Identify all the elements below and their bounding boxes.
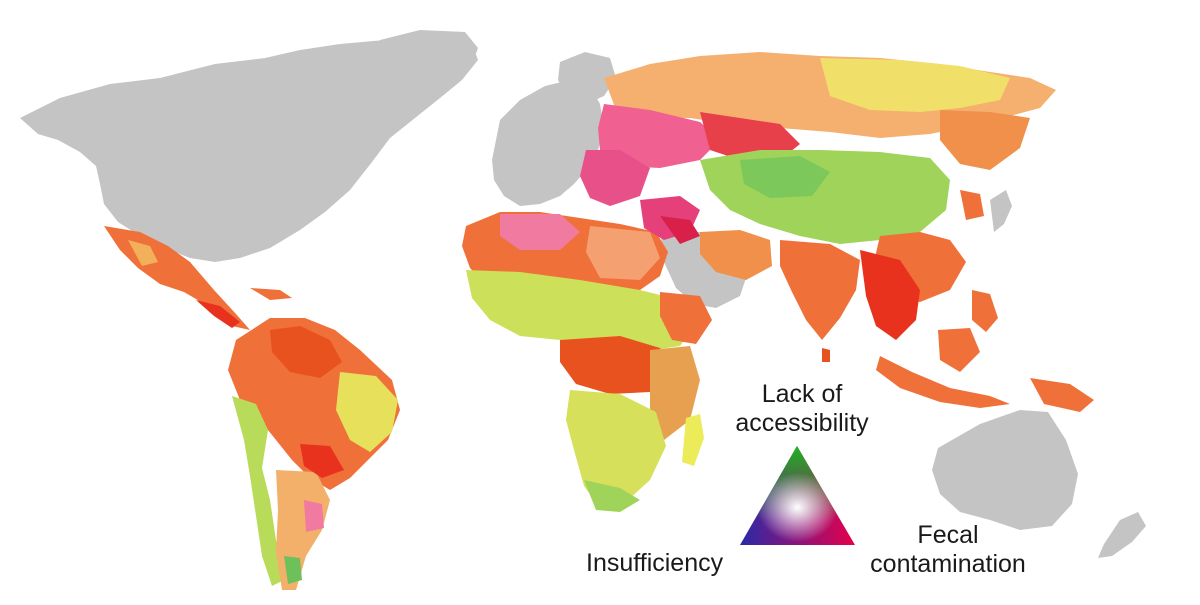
region-south-america-north — [228, 318, 400, 490]
region-russia-pink — [598, 104, 720, 168]
region-sri-lanka — [822, 348, 830, 362]
legend-triangle-white-center — [740, 446, 855, 545]
legend-label-insufficiency-text: Insufficiency — [586, 549, 724, 577]
region-andes — [232, 396, 284, 586]
legend-label-fecal-line1: Fecal — [917, 521, 979, 549]
region-horn — [660, 292, 712, 344]
data-regions — [104, 52, 1094, 590]
legend-label-lack-of-accessibility: Lack of accessibility — [722, 380, 882, 438]
region-amazon-red — [270, 326, 342, 378]
japan-land — [990, 190, 1012, 232]
region-central-asia — [700, 150, 950, 244]
region-korea — [960, 190, 984, 220]
region-kazakh-green — [740, 156, 830, 198]
region-south-cone — [276, 470, 330, 590]
region-mexico-yellow — [128, 240, 158, 266]
region-indochina — [860, 250, 920, 340]
region-argentina-pink — [304, 500, 324, 532]
region-central-america — [196, 300, 240, 328]
region-siberia-yellow — [820, 58, 1010, 112]
region-maghreb-pink — [500, 214, 580, 250]
north-america-land — [20, 36, 478, 262]
legend-label-insufficiency: Insufficiency — [586, 549, 723, 578]
australia-land — [932, 410, 1078, 530]
region-eastern-europe — [580, 150, 650, 206]
region-madagascar — [682, 414, 704, 466]
region-far-east-salmon — [940, 110, 1030, 170]
legend-triangle — [740, 446, 855, 545]
region-iran-salmon — [700, 230, 772, 280]
region-paraguay-red — [300, 444, 344, 478]
region-south-africa-green — [584, 480, 640, 512]
new-zealand-land — [1098, 512, 1146, 558]
region-caribbean — [250, 288, 292, 300]
region-sahara-salmon — [586, 226, 660, 280]
legend-label-accessibility-line1: Lack of — [761, 380, 843, 408]
region-patagonia-green — [284, 556, 302, 584]
region-sahel — [466, 270, 700, 352]
region-central-africa — [560, 336, 676, 394]
no-data-land — [20, 30, 1146, 558]
legend-label-fecal-line2: contamination — [870, 550, 1026, 578]
legend-label-accessibility-line2: accessibility — [735, 409, 869, 437]
region-new-guinea — [1030, 378, 1094, 412]
region-sumatra-java — [876, 356, 1010, 408]
region-southern-africa — [566, 390, 666, 508]
western-europe-land — [492, 80, 604, 206]
region-borneo — [938, 328, 980, 372]
region-philippines — [972, 290, 998, 332]
region-mideast-red — [660, 216, 700, 244]
scandinavia-land — [558, 52, 616, 104]
region-russia-red — [700, 112, 800, 160]
region-india — [780, 240, 860, 340]
region-east-africa — [650, 346, 700, 440]
greenland-land — [380, 30, 478, 112]
legend-label-fecal-contamination: Fecal contamination — [858, 521, 1038, 579]
region-brazil-east — [336, 372, 398, 452]
